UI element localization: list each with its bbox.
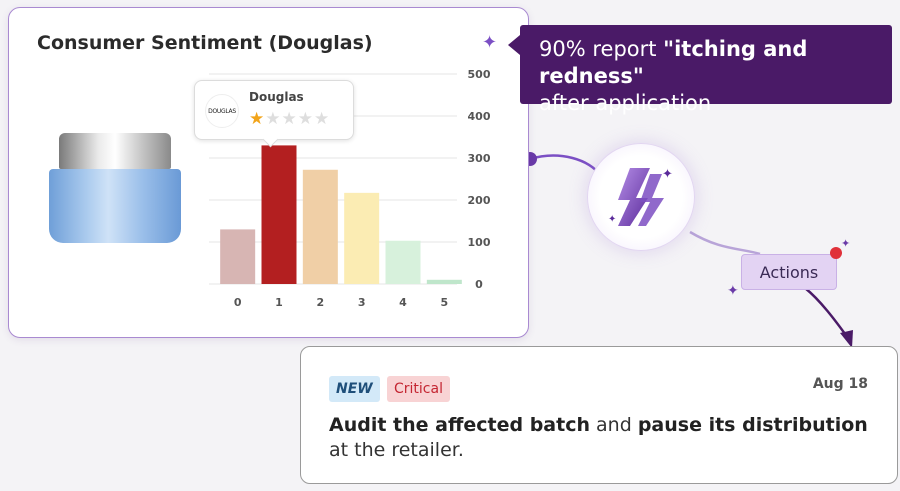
- y-tick-label: 500: [468, 68, 491, 81]
- star-rating: ★★★★★: [249, 109, 330, 129]
- critical-badge: Critical: [387, 376, 450, 402]
- card-title: Consumer Sentiment (Douglas): [37, 32, 373, 54]
- x-tick-label: 3: [358, 296, 366, 309]
- y-tick-label: 0: [475, 278, 483, 291]
- x-tick-label: 1: [275, 296, 283, 309]
- cream-jar-image: [49, 133, 181, 243]
- actions-button[interactable]: Actions: [741, 254, 837, 290]
- y-tick-label: 100: [468, 236, 491, 249]
- x-tick-label: 2: [317, 296, 325, 309]
- insight-callout: 90% report "itching and redness" after a…: [508, 25, 892, 115]
- task-text-2: at the retailer.: [329, 439, 464, 461]
- star-empty-icon: ★: [314, 109, 331, 129]
- task-description: Audit the affected batch and pause its d…: [329, 413, 877, 463]
- task-text-bold-1: Audit the affected batch: [329, 414, 590, 436]
- callout-prefix: 90% report: [539, 37, 664, 61]
- svg-text:✦: ✦: [662, 167, 673, 182]
- star-empty-icon: ★: [281, 109, 298, 129]
- arrow-head-icon: [840, 330, 853, 348]
- star-empty-icon: ★: [297, 109, 314, 129]
- bar-rating-4[interactable]: [385, 240, 421, 284]
- svg-text:✦: ✦: [608, 214, 616, 225]
- y-tick-label: 200: [468, 194, 491, 207]
- x-tick-label: 0: [234, 296, 242, 309]
- bar-rating-3[interactable]: [344, 192, 380, 284]
- y-tick-label: 400: [468, 110, 491, 123]
- sentiment-bar-chart: 0 100 200 300 400 500 0 1 2 3 4 5: [209, 68, 491, 309]
- bar-rating-1[interactable]: [261, 145, 297, 284]
- task-date: Aug 18: [812, 376, 868, 392]
- sparkle-icon[interactable]: ✦: [482, 32, 498, 53]
- retailer-logo: DOUGLAS: [205, 94, 239, 128]
- new-badge: NEW: [329, 376, 380, 402]
- star-filled-icon: ★: [249, 109, 266, 129]
- sentiment-card: Consumer Sentiment (Douglas) ✦ 0 100 200 30…: [8, 7, 529, 338]
- y-tick-label: 300: [468, 152, 491, 165]
- action-task-card[interactable]: NEW Critical Aug 18 Audit the affected b…: [300, 346, 898, 484]
- star-empty-icon: ★: [265, 109, 282, 129]
- sparkle-icon: ✦: [841, 237, 851, 250]
- x-tick-label: 5: [441, 296, 449, 309]
- copilot-icon[interactable]: ✦ ✦: [587, 143, 695, 251]
- sparkle-icon: ✦: [727, 283, 739, 299]
- bar-rating-2[interactable]: [302, 169, 338, 284]
- x-tick-label: 4: [399, 296, 407, 309]
- rating-tooltip: DOUGLAS Douglas ★★★★★: [194, 80, 354, 140]
- bar-rating-0[interactable]: [220, 229, 256, 284]
- callout-highlight: "itching and redness": [539, 37, 808, 88]
- callout-suffix: after application: [539, 91, 712, 115]
- task-text-bold-2: pause its distribution: [637, 414, 868, 436]
- task-text-1: and: [590, 414, 638, 436]
- notification-dot: [830, 247, 842, 259]
- retailer-name: Douglas: [249, 90, 304, 104]
- bar-rating-5[interactable]: [426, 279, 462, 284]
